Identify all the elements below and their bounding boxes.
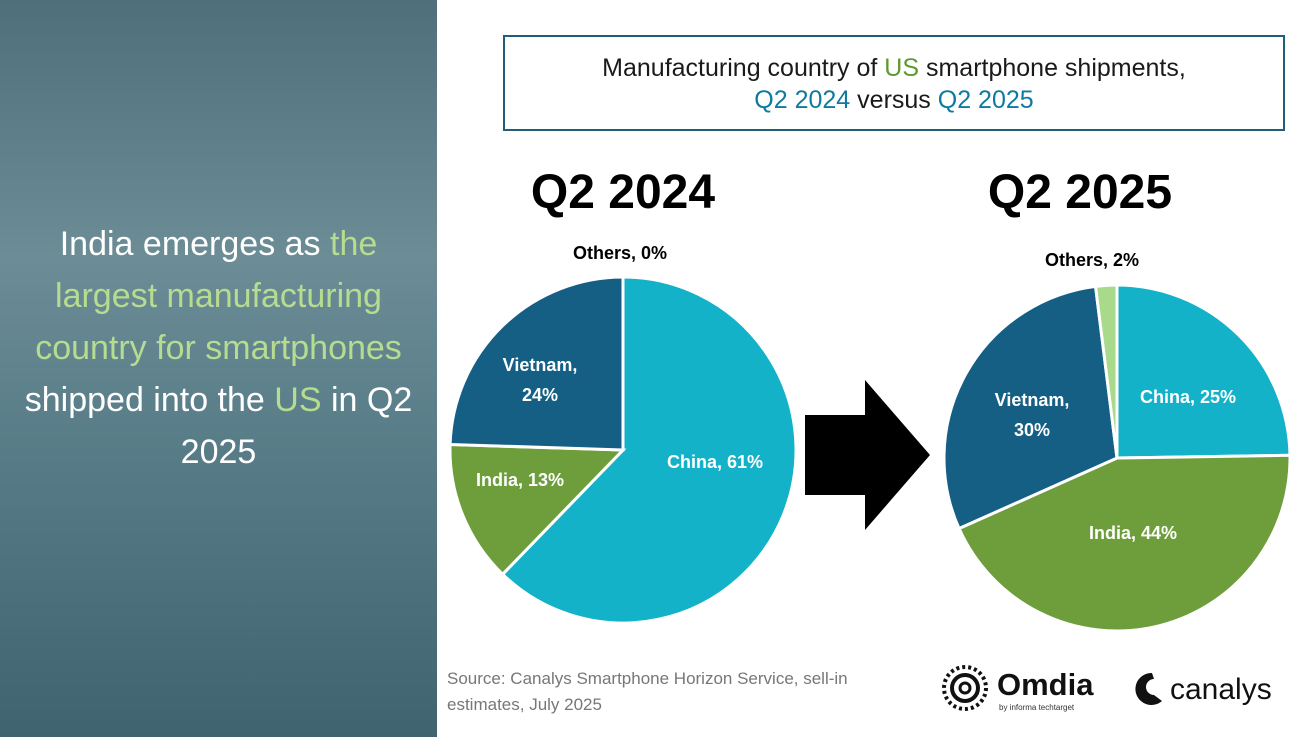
headline-part: in Q2 2025 [180,381,413,471]
pie-title: Q2 2025 [987,166,1173,219]
canalys-logo: canalys [1170,673,1272,706]
title-part: US [884,54,920,82]
slice-label: China, 25% [1139,387,1237,407]
title-box: Manufacturing country of US smartphone s… [503,35,1285,131]
headline-part: the largest manufacturing country for sm… [35,225,402,367]
omdia-icon [942,665,988,711]
slice-label: India, 13% [475,470,565,490]
slice-label: China, 61% [666,452,764,472]
slice-label: Others, 2% [1044,250,1140,270]
arrow [805,380,930,530]
title-part: Q2 2024 [754,86,851,114]
side-panel: India emerges as the largest manufacturi… [0,0,437,737]
slice-label: Others, 0% [572,243,668,263]
title-part: smartphone shipments, [925,54,1186,82]
pie-slice [448,275,625,452]
title-part: Manufacturing country of [602,54,878,82]
title-line: Q2 2024 versus Q2 2025 [505,84,1283,116]
title-part: Q2 2025 [937,86,1034,114]
slice-label: Vietnam, 24% [502,355,578,405]
headline-part: US [274,381,322,419]
title-line: Manufacturing country of US smartphone s… [505,52,1283,84]
omdia-sub: by informa techtarget [999,703,1075,712]
pie-title: Q2 2024 [530,166,716,219]
pie-slice [448,442,627,577]
canalys-icon [1135,672,1162,705]
source: Source: Canalys Smartphone Horizon Servi… [447,669,848,714]
pie-slice [1115,283,1292,460]
pie-slice [1093,283,1119,459]
headline-part: India emerges as [59,225,321,263]
omdia-logo: Omdia [997,667,1094,702]
title-part: versus [857,86,931,114]
slice-label: Vietnam, 30% [994,390,1070,440]
headline-part: shipped into the [24,381,265,419]
headline: India emerges as the largest manufacturi… [20,218,417,478]
pie-slice [957,453,1292,633]
slice-label: India, 44% [1088,523,1178,543]
pie-slice [942,284,1119,531]
pie-slice [500,275,798,625]
